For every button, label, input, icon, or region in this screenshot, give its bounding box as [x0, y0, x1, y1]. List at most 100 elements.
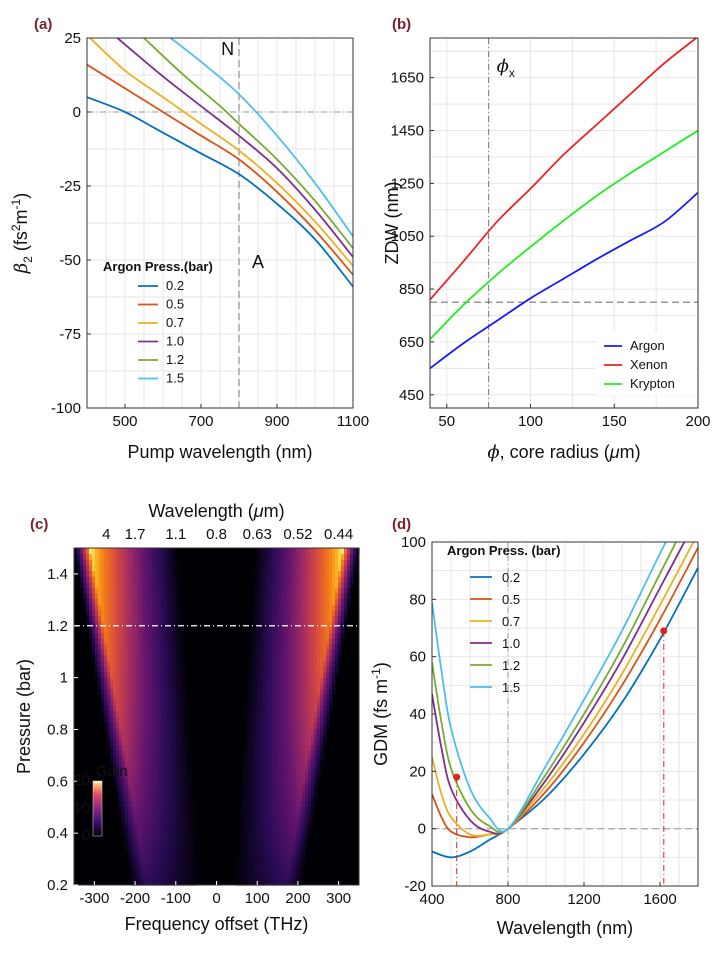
heatmap-cell [164, 828, 168, 836]
heatmap-cell [290, 694, 294, 701]
heatmap-cell [314, 688, 318, 695]
heatmap-cell [155, 767, 159, 774]
heatmap-cell [281, 581, 285, 588]
heatmap-cell [137, 744, 141, 751]
heatmap-cell [272, 677, 276, 684]
heatmap-cell [140, 873, 144, 880]
heatmap-cell [266, 868, 270, 875]
heatmap-cell [170, 778, 174, 785]
heatmap-cell [254, 800, 258, 807]
heatmap-cell [248, 682, 252, 690]
heatmap-cell [170, 643, 174, 650]
heatmap-cell [113, 778, 117, 785]
heatmap-cell [161, 761, 165, 768]
heatmap-cell [254, 840, 258, 847]
y-axis-label: ZDW (nm) [382, 182, 402, 265]
heatmap-cell [128, 688, 132, 695]
heatmap-cell [260, 576, 264, 583]
heatmap-cell [293, 750, 297, 757]
heatmap-cell [263, 570, 267, 577]
heatmap-cell [293, 840, 297, 847]
heatmap-cell [260, 828, 264, 836]
heatmap-cell [176, 710, 180, 718]
heatmap-cell [80, 559, 84, 566]
heatmap-cell [281, 705, 285, 712]
heatmap-cell [254, 587, 258, 594]
heatmap-cell [158, 564, 162, 572]
heatmap-cell [152, 800, 156, 807]
heatmap-cell [263, 722, 267, 729]
heatmap-cell [167, 845, 171, 852]
heatmap-cell [281, 879, 285, 886]
heatmap-cell [146, 716, 150, 723]
heatmap-cell [302, 744, 306, 751]
heatmap-cell [152, 665, 156, 673]
heatmap-cell [239, 800, 243, 807]
heatmap-cell [314, 621, 318, 628]
heatmap-cell [308, 744, 312, 751]
heatmap-cell [161, 811, 165, 819]
heatmap-cell [170, 744, 174, 751]
heatmap-cell [290, 767, 294, 774]
heatmap-cell [173, 795, 177, 802]
heatmap-cell [293, 879, 297, 886]
heatmap-cell [155, 699, 159, 706]
heatmap-cell [260, 873, 264, 880]
heatmap-cell [161, 778, 165, 785]
heatmap-cell [326, 587, 330, 594]
heatmap-cell [89, 604, 93, 611]
heatmap-cell [311, 744, 315, 751]
heatmap-cell [146, 598, 150, 605]
heatmap-cell [308, 806, 312, 813]
heatmap-cell [278, 665, 282, 673]
heatmap-cell [128, 828, 132, 836]
heatmap-cell [134, 598, 138, 605]
heatmap-cell [98, 587, 102, 594]
heatmap-cell [185, 750, 189, 757]
heatmap-cell [113, 587, 117, 594]
heatmap-cell [287, 615, 291, 622]
heatmap-cell [317, 576, 321, 583]
heatmap-cell [164, 688, 168, 695]
heatmap-cell [278, 789, 282, 796]
heatmap-cell [170, 604, 174, 611]
heatmap-cell [176, 570, 180, 577]
heatmap-cell [137, 649, 141, 656]
heatmap-cell [293, 710, 297, 718]
heatmap-cell [311, 733, 315, 740]
heatmap-cell [182, 879, 186, 886]
heatmap-cell [161, 592, 165, 600]
heatmap-cell [128, 767, 132, 774]
heatmap-cell [119, 548, 123, 555]
heatmap-cell [278, 795, 282, 802]
heatmap-cell [254, 682, 258, 690]
heatmap-cell [182, 688, 186, 695]
heatmap-cell [173, 621, 177, 628]
heatmap-cell [143, 811, 147, 819]
heatmap-cell [146, 828, 150, 836]
heatmap-cell [122, 576, 126, 583]
heatmap-cell [326, 694, 330, 701]
heatmap-cell [122, 598, 126, 605]
heatmap-cell [152, 750, 156, 757]
heatmap-cells [74, 548, 360, 886]
heatmap-cell [290, 604, 294, 611]
heatmap-cell [275, 744, 279, 751]
heatmap-cell [128, 845, 132, 852]
heatmap-cell [260, 592, 264, 600]
heatmap-cell [122, 811, 126, 819]
heatmap-cell [287, 604, 291, 611]
heatmap-cell [110, 716, 114, 723]
heatmap-cell [146, 823, 150, 830]
heatmap-cell [155, 800, 159, 807]
heatmap-cell [122, 710, 126, 718]
heatmap-cell [281, 598, 285, 605]
heatmap-cell [182, 817, 186, 824]
heatmap-cell [164, 879, 168, 886]
heatmap-cell [158, 862, 162, 869]
heatmap-cell [275, 823, 279, 830]
heatmap-cell [119, 682, 123, 690]
heatmap-cell [149, 660, 153, 667]
heatmap-cell [254, 783, 258, 791]
heatmap-cell [338, 553, 342, 560]
